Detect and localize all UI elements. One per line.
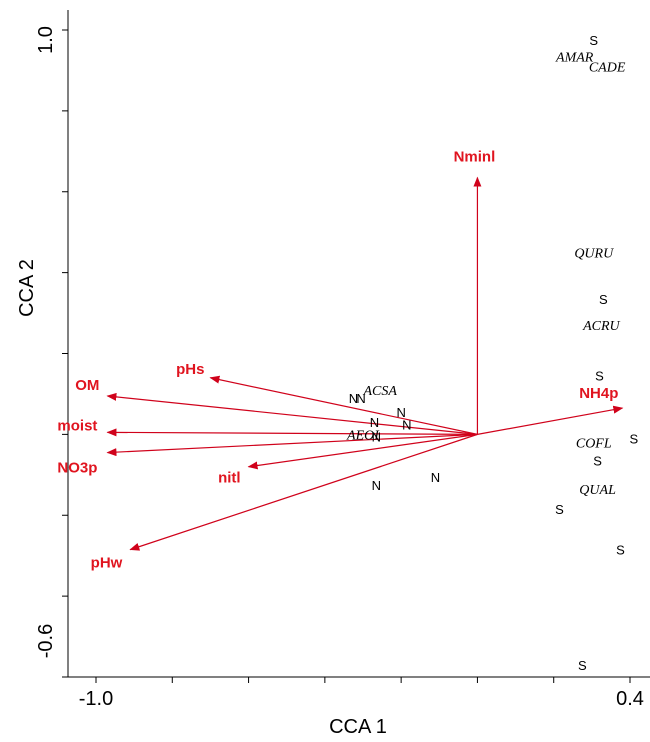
species-label-cade: CADE (589, 60, 626, 75)
species-label-amar: AMAR (555, 50, 594, 65)
site-point-n: N (402, 417, 411, 432)
vector-nitl-label: nitl (218, 470, 241, 487)
vector-moist-arrow (106, 428, 478, 437)
species-label-aeoi: AEOI (346, 428, 380, 443)
vector-nminl-label: Nminl (454, 149, 496, 166)
site-point-n: N (372, 478, 381, 493)
species-label-quru: QURU (574, 246, 614, 261)
y-tick-min: -0.6 (35, 624, 57, 658)
species-label-cofl: COFL (576, 436, 612, 451)
axes (67, 10, 650, 678)
species-label-acru: ACRU (582, 319, 620, 334)
x-tick-min: -1.0 (79, 688, 113, 710)
species-label-qual: QUAL (579, 483, 616, 498)
y-tick-max: 1.0 (35, 26, 57, 54)
site-point-n: N (356, 391, 365, 406)
vector-phs-label: pHs (176, 361, 204, 378)
vector-phw-label: pHw (91, 555, 123, 572)
y-axis-label: CCA 2 (16, 259, 38, 317)
site-point-n: N (349, 391, 358, 406)
vector-phw-arrow (129, 433, 478, 551)
vector-nitl-arrow (247, 433, 478, 470)
vector-phs-arrow (209, 375, 478, 435)
axis-ticks (62, 29, 631, 683)
vector-no3p-label: NO3p (57, 460, 97, 477)
x-axis-label: CCA 1 (329, 716, 387, 738)
vector-nh4p-label: NH4p (579, 385, 618, 402)
site-point-s: S (629, 431, 638, 446)
x-tick-max: 0.4 (616, 688, 644, 710)
vector-om-arrow (106, 392, 478, 435)
site-point-s: S (593, 454, 602, 469)
vector-moist-label: moist (57, 417, 97, 434)
site-point-s: S (555, 502, 564, 517)
site-point-n: N (396, 405, 405, 420)
site-point-s: S (599, 292, 608, 307)
vector-om-label: OM (75, 377, 99, 394)
site-point-s: S (578, 658, 587, 673)
environmental-vectors: Nminl NH4p pHs OM moist NO3p nitl pHw (57, 149, 624, 572)
species-label-acsa: ACSA (362, 384, 397, 399)
site-point-s: S (595, 369, 604, 384)
site-point-s: S (616, 543, 625, 558)
site-point-n: N (370, 415, 379, 430)
vector-no3p-arrow (106, 433, 478, 457)
site-point-n: N (372, 429, 381, 444)
site-point-s: S (589, 33, 598, 48)
site-point-n: N (431, 470, 440, 485)
vector-nh4p-arrow (477, 405, 624, 435)
